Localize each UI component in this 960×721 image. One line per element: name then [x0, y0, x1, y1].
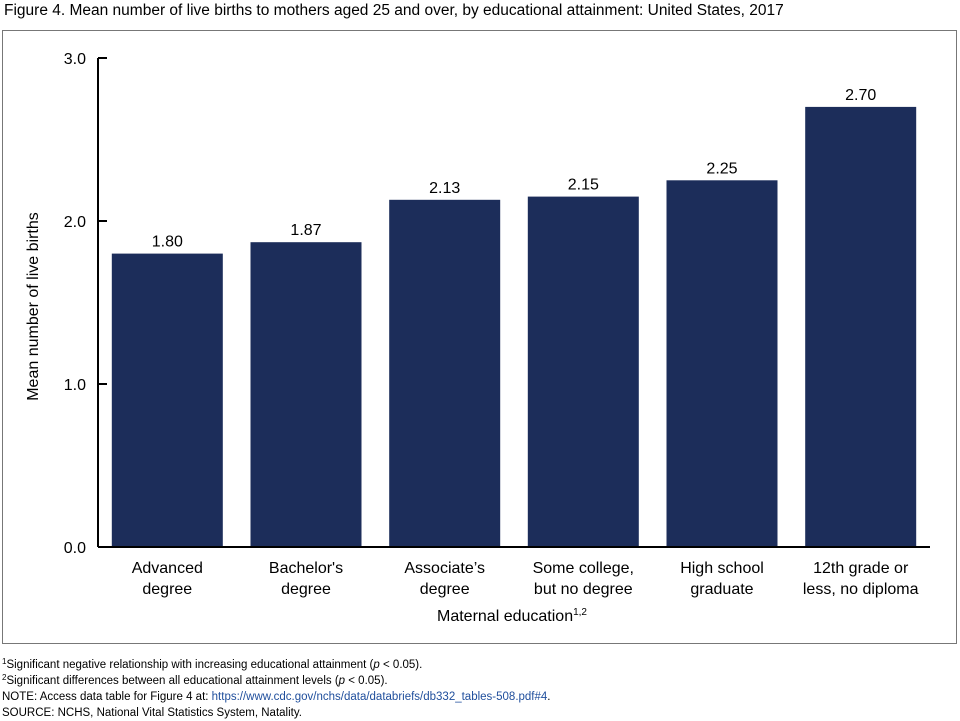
bar-6	[805, 106, 917, 548]
value-label-3: 2.13	[429, 180, 460, 197]
axes-group: 0.0 1.0 2.0 3.0	[64, 51, 930, 557]
bar-5	[666, 180, 778, 548]
footnote-2-text-a: Significant differences between all educ…	[6, 675, 339, 687]
bars-group	[111, 106, 917, 548]
x-tick-labels-group: Advanced degree Bachelor's degree Associate’…	[132, 560, 919, 598]
x-tick-label-5-line-2: graduate	[690, 581, 753, 598]
bar-3	[389, 199, 501, 548]
bar-2	[250, 242, 362, 547]
x-axis-label-superscript: 1,2	[573, 607, 587, 618]
note-suffix: .	[547, 691, 551, 703]
y-axis-label: Mean number of live births	[25, 212, 42, 401]
data-table-link[interactable]: https://www.cdc.gov/nchs/data/databriefs…	[211, 691, 548, 703]
value-labels-group: 1.80 1.87 2.13 2.15 2.25 2.70	[152, 87, 877, 251]
y-tick-label-3: 2.0	[64, 214, 86, 231]
bar-1	[111, 253, 223, 547]
x-tick-label-2-line-2: degree	[281, 581, 331, 598]
bar-chart: 1.80 1.87 2.13 2.15 2.25 2.70 0.0 1.0 2.0 3.0 Ad…	[25, 51, 930, 625]
source-line: SOURCE: NCHS, National Vital Statistics …	[2, 707, 302, 719]
note-prefix: NOTE: Access data table for Figure 4 at:	[2, 691, 212, 703]
figure-title: Figure 4. Mean number of live births to …	[4, 2, 784, 19]
x-tick-label-3-line-2: degree	[420, 581, 470, 598]
bar-4	[527, 196, 639, 547]
y-tick-label-1: 0.0	[64, 540, 86, 557]
chart-frame	[2, 30, 957, 644]
value-label-2: 1.87	[290, 222, 321, 239]
footnote-1-text-b: < 0.05).	[379, 659, 423, 671]
footnotes: 1Significant negative relationship with …	[2, 657, 551, 721]
x-tick-label-6-line-2: less, no diploma	[803, 581, 919, 598]
y-tick-label-2: 1.0	[64, 377, 86, 394]
x-tick-label-3-line-1: Associate’s	[404, 560, 485, 577]
footnote-2-text-b: < 0.05).	[345, 675, 388, 687]
value-label-4: 2.15	[568, 177, 599, 194]
footnote-1-p: p	[373, 659, 380, 671]
footnote-2-p: p	[338, 675, 346, 687]
x-tick-label-4-line-1: Some college,	[533, 560, 634, 577]
footnote-2-marker: 2	[2, 673, 7, 682]
footnote-1-marker: 1	[2, 657, 7, 666]
value-label-6: 2.70	[845, 87, 876, 104]
x-axis-label-text: Maternal education	[437, 608, 573, 625]
note-line: NOTE: Access data table for Figure 4 at:…	[2, 689, 551, 705]
footnote-1: 1Significant negative relationship with …	[2, 657, 551, 673]
x-tick-label-5-line-1: High school	[680, 560, 764, 577]
value-label-1: 1.80	[152, 234, 183, 251]
x-axis-label: Maternal education1,2	[437, 607, 587, 625]
value-label-5: 2.25	[706, 160, 737, 177]
x-tick-label-4-line-2: but no degree	[534, 581, 633, 598]
footnote-1-text-a: Significant negative relationship with i…	[6, 659, 374, 671]
x-tick-label-1-line-1: Advanced	[132, 560, 203, 577]
x-tick-label-2-line-1: Bachelor's	[269, 560, 343, 577]
x-tick-label-1-line-2: degree	[142, 581, 192, 598]
footnote-2: 2Significant differences between all edu…	[2, 673, 551, 689]
x-tick-label-6-line-1: 12th grade or	[813, 560, 909, 577]
y-tick-label-4: 3.0	[64, 51, 86, 68]
